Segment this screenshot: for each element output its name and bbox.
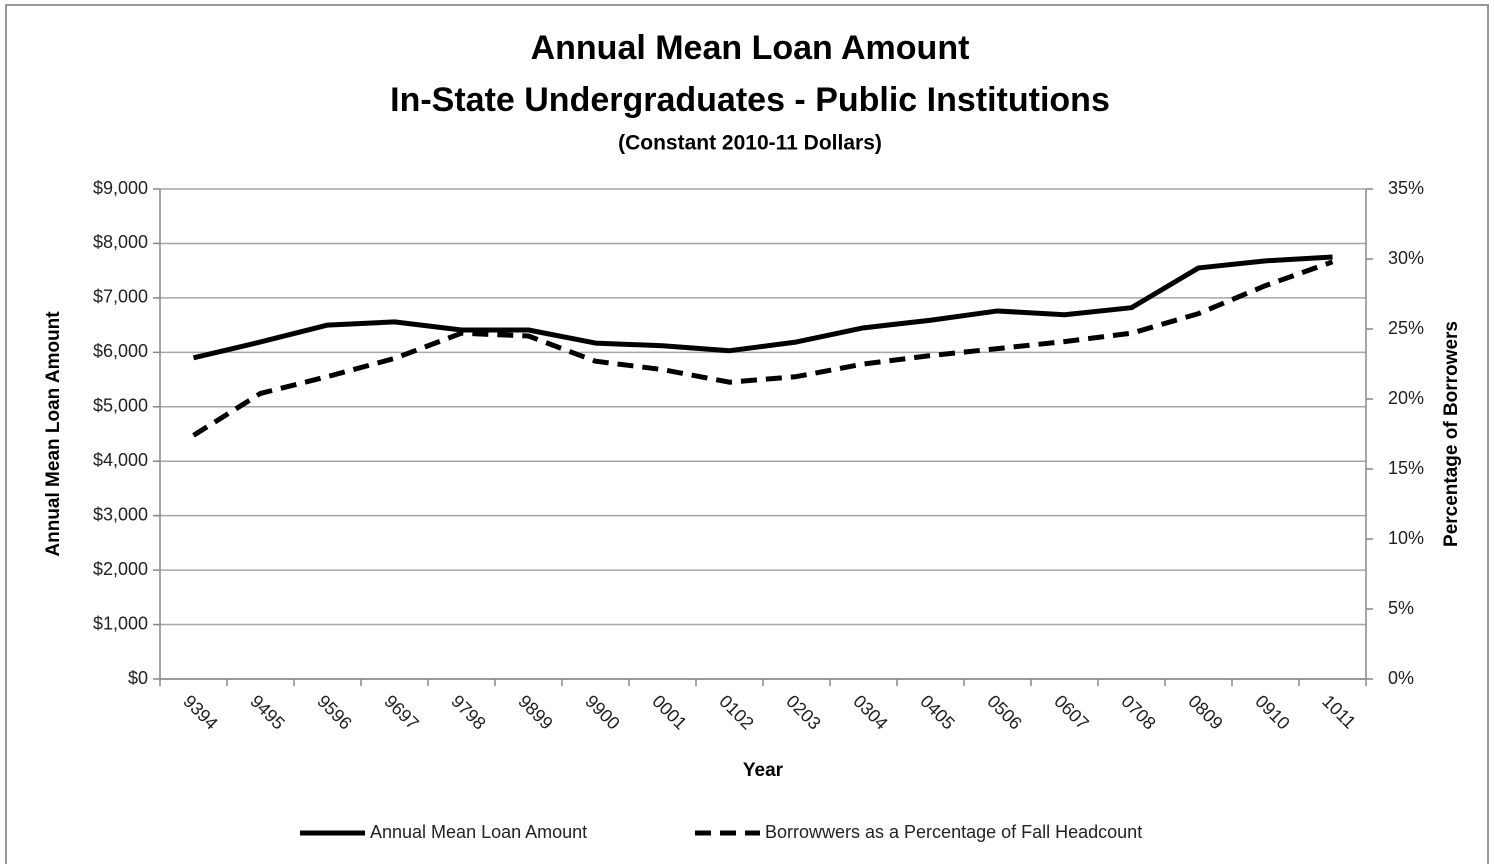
chart-border [5,4,1489,864]
y2-tick-label: 5% [1388,598,1414,618]
chart-title: Annual Mean Loan Amount [531,29,970,67]
y-axis-label: Annual Mean Loan Amount [43,311,64,557]
y-tick-label: $6,000 [93,341,148,361]
y-tick-label: $0 [128,668,148,688]
y-tick-label: $8,000 [93,232,148,252]
legend-label: Borrowwers as a Percentage of Fall Headc… [765,822,1142,842]
legend-label: Annual Mean Loan Amount [370,822,587,842]
y-tick-label: $4,000 [93,450,148,470]
y2-tick-label: 35% [1388,178,1424,198]
line [192,259,1334,438]
y2-tick-label: 0% [1388,668,1414,688]
y-tick-label: $9,000 [93,178,148,198]
y-tick-label: $3,000 [93,504,148,524]
chart-subtitle: (Constant 2010-11 Dollars) [618,132,882,155]
x-axis-label: Year [743,760,784,781]
y2-tick-label: 25% [1388,318,1424,338]
y-tick-label: $2,000 [93,559,148,579]
line [192,254,1333,361]
y-tick-label: $7,000 [93,287,148,307]
y-tick-label: $1,000 [93,613,148,633]
y-tick-label: $5,000 [93,396,148,416]
y2-tick-label: 30% [1388,248,1424,268]
y2-tick-label: 20% [1388,388,1424,408]
y2-axis-label: Percentage of Borrowers [1441,321,1462,547]
y2-tick-label: 10% [1388,528,1424,548]
y2-tick-label: 15% [1388,458,1424,478]
chart-title: In-State Undergraduates - Public Institu… [390,81,1110,119]
